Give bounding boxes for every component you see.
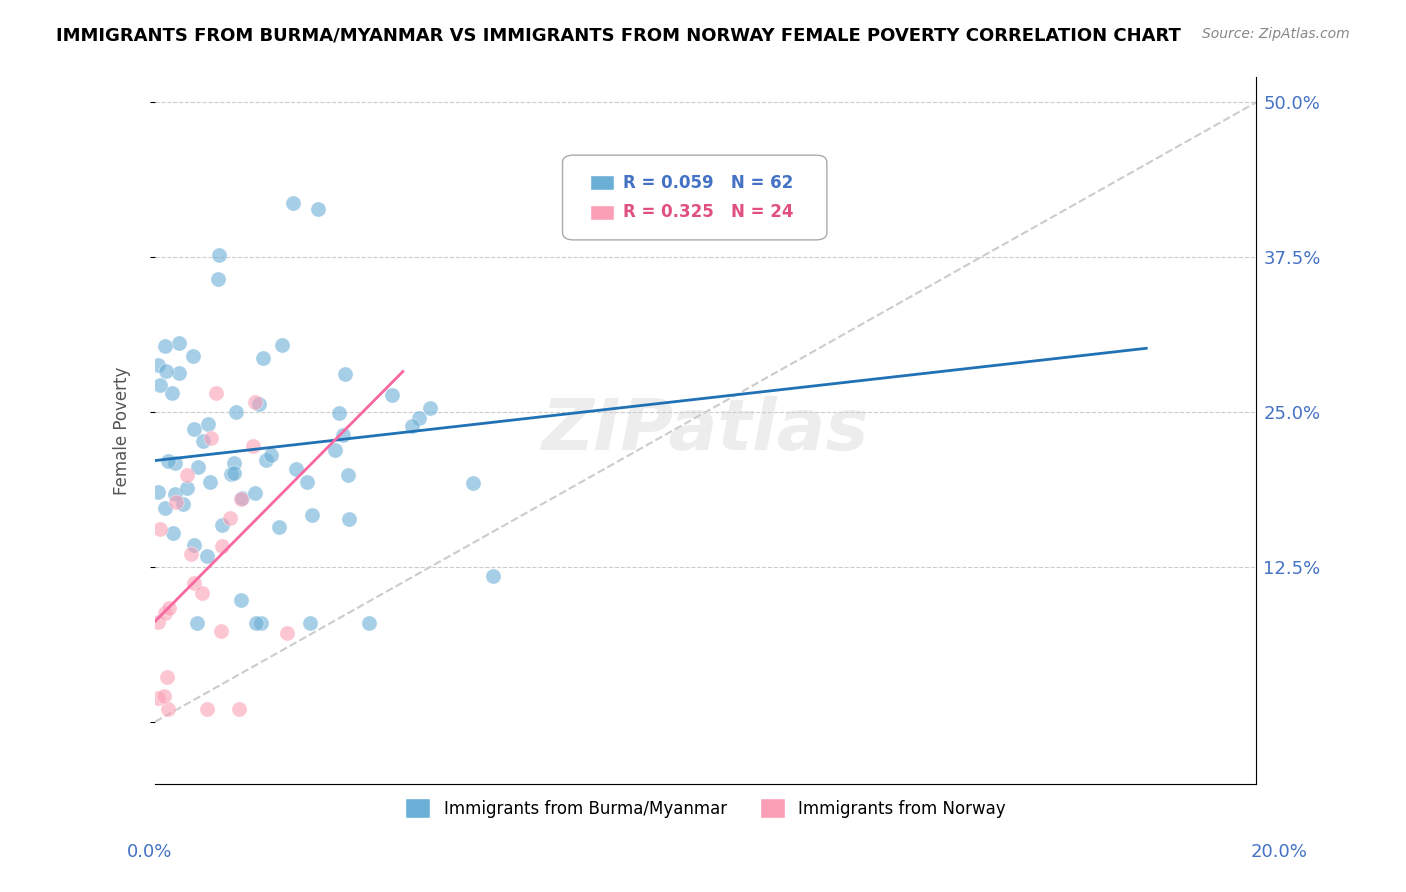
Point [381, 388, 404, 402]
Point [218, 510, 240, 524]
Point [187, 460, 209, 475]
Point [157, 454, 180, 468]
Point [186, 615, 208, 630]
Point [254, 453, 277, 467]
Point [172, 497, 194, 511]
Point [165, 494, 187, 508]
Point [162, 525, 184, 540]
Point [197, 417, 219, 431]
Point [229, 491, 252, 506]
Point [183, 575, 205, 590]
Point [276, 626, 298, 640]
Point [146, 691, 169, 706]
Point [211, 517, 233, 532]
Point [200, 431, 222, 445]
Point [156, 670, 179, 684]
Point [146, 615, 169, 629]
Point [250, 615, 273, 630]
Point [419, 401, 441, 415]
Point [231, 491, 253, 506]
Point [245, 395, 267, 409]
Point [155, 338, 177, 352]
Point [284, 461, 307, 475]
Point [307, 202, 329, 216]
Point [627, 181, 650, 195]
Point [260, 448, 283, 462]
Point [169, 366, 191, 380]
Point [328, 406, 350, 420]
Point [160, 386, 183, 401]
Point [195, 549, 218, 563]
Text: 0.0%: 0.0% [127, 843, 172, 861]
Point [323, 442, 346, 457]
Point [165, 456, 187, 470]
Point [359, 615, 381, 630]
Point [146, 358, 169, 372]
Point [481, 568, 503, 582]
Point [157, 601, 180, 615]
Legend: Immigrants from Burma/Myanmar, Immigrants from Norway: Immigrants from Burma/Myanmar, Immigrant… [399, 791, 1012, 825]
Point [176, 468, 198, 483]
Point [208, 248, 231, 262]
Point [155, 500, 177, 515]
Point [169, 335, 191, 350]
Point [146, 484, 169, 499]
FancyBboxPatch shape [591, 175, 614, 191]
Point [301, 508, 323, 523]
Point [149, 378, 172, 392]
Point [149, 522, 172, 536]
Point [401, 419, 423, 434]
Point [183, 422, 205, 436]
Point [156, 702, 179, 716]
Point [245, 486, 267, 500]
Point [408, 411, 430, 425]
Point [224, 466, 246, 480]
Point [152, 690, 174, 704]
Point [333, 368, 356, 382]
Point [153, 606, 176, 620]
Text: R = 0.059   N = 62: R = 0.059 N = 62 [623, 174, 793, 192]
FancyBboxPatch shape [562, 155, 827, 240]
Point [155, 364, 177, 378]
Point [252, 351, 274, 366]
Point [281, 196, 304, 211]
Point [225, 405, 247, 419]
Point [183, 538, 205, 552]
Point [271, 337, 294, 351]
Point [267, 520, 290, 534]
Text: R = 0.325   N = 24: R = 0.325 N = 24 [623, 203, 793, 221]
Point [228, 702, 250, 716]
Text: 20.0%: 20.0% [1251, 843, 1308, 861]
Point [295, 475, 318, 490]
Point [211, 539, 233, 553]
FancyBboxPatch shape [591, 204, 614, 220]
Point [181, 349, 204, 363]
Point [195, 702, 218, 716]
Y-axis label: Female Poverty: Female Poverty [114, 367, 131, 495]
Text: Source: ZipAtlas.com: Source: ZipAtlas.com [1202, 27, 1350, 41]
Point [231, 592, 253, 607]
Point [191, 434, 214, 449]
Point [219, 467, 242, 482]
Text: ZIPatlas: ZIPatlas [543, 396, 869, 465]
Point [207, 272, 229, 286]
Point [198, 475, 221, 489]
Point [245, 615, 267, 630]
Point [461, 475, 484, 490]
Point [249, 397, 271, 411]
Point [176, 482, 198, 496]
Point [191, 585, 214, 599]
Point [336, 468, 359, 483]
Point [222, 456, 245, 470]
Point [298, 615, 321, 630]
Text: IMMIGRANTS FROM BURMA/MYANMAR VS IMMIGRANTS FROM NORWAY FEMALE POVERTY CORRELATI: IMMIGRANTS FROM BURMA/MYANMAR VS IMMIGRA… [56, 27, 1181, 45]
Point [180, 547, 202, 561]
Point [163, 487, 186, 501]
Point [209, 624, 232, 638]
Point [332, 428, 354, 442]
Point [337, 511, 360, 525]
Point [205, 385, 228, 400]
Point [242, 439, 264, 453]
